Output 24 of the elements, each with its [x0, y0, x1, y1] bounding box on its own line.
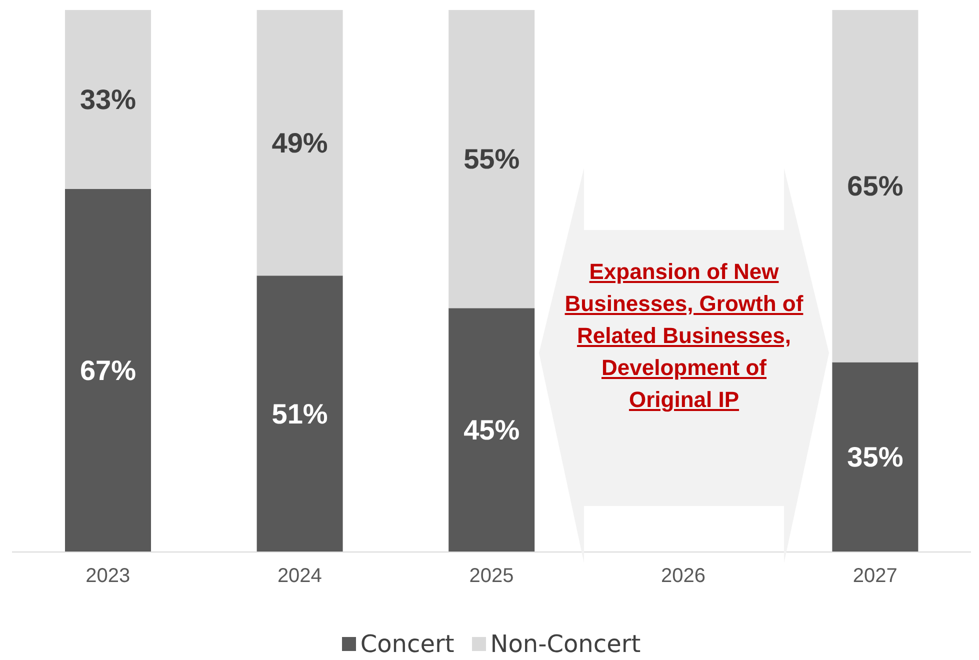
annotation: Expansion of New Businesses, Growth of Related Businesses, Development of Original IP [564, 258, 804, 414]
data-label: 55% [464, 144, 520, 175]
bar [832, 10, 918, 362]
bar [256, 276, 343, 552]
bar [65, 10, 151, 189]
x-tick-label: 2024 [277, 565, 322, 588]
data-label: 35% [847, 442, 904, 473]
bar [256, 10, 343, 276]
data-label: 51% [272, 398, 328, 430]
x-tick-label: 2023 [86, 565, 130, 588]
bar [448, 10, 535, 308]
data-label: 67% [80, 354, 136, 386]
x-tick-label: 2026 [661, 565, 706, 588]
legend-label: Non-Concert [489, 630, 641, 658]
data-label: 65% [847, 170, 904, 202]
data-label: 49% [272, 127, 328, 158]
bar [832, 362, 918, 552]
bar [448, 308, 535, 552]
data-label: 45% [464, 414, 520, 446]
data-label: 33% [80, 84, 136, 115]
bar [65, 188, 151, 552]
legend-label: Concert [359, 630, 454, 658]
x-tick-label: 2027 [852, 565, 898, 588]
x-tick-label: 2025 [469, 565, 514, 588]
